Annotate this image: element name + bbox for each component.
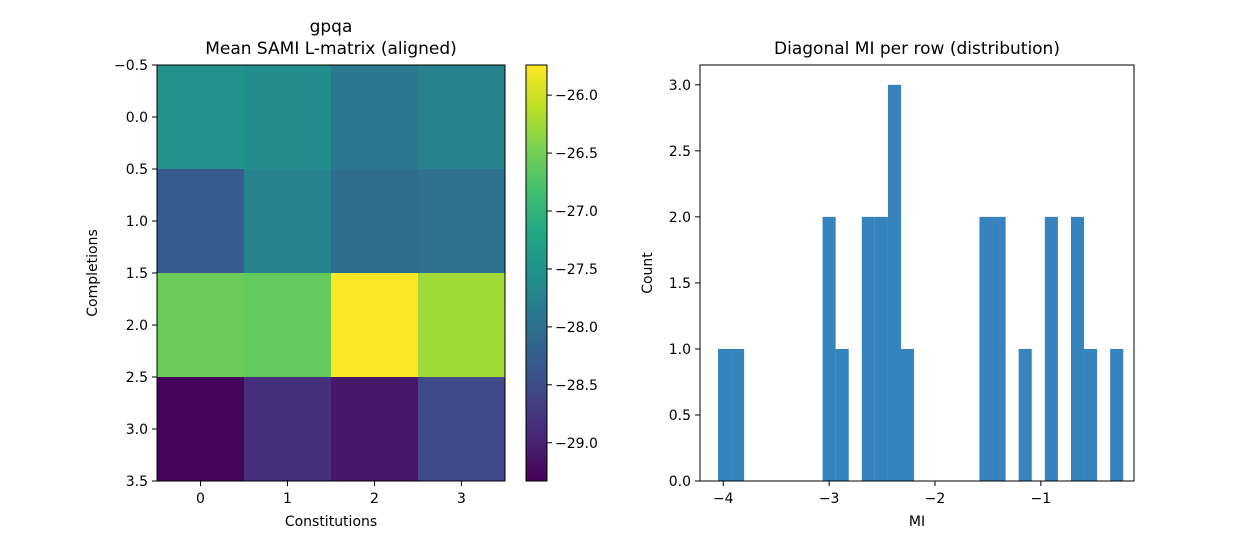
- histogram-bar: [992, 216, 1006, 481]
- heatmap-cell: [244, 169, 332, 274]
- y-tick-label: 0.0: [669, 474, 691, 490]
- y-tick-label: 0.5: [126, 162, 148, 178]
- histogram-frame: [699, 64, 1135, 482]
- heatmap-cell: [418, 377, 506, 482]
- histogram-bar: [979, 216, 993, 481]
- heatmap-title: gpqa: [310, 17, 353, 37]
- histogram-bar: [731, 348, 745, 481]
- x-tick-label: 0: [196, 491, 205, 507]
- heatmap-y-axis: −0.5 0.0 0.5 1.0 1.5 2.0 2.5 3.0 3.5: [114, 58, 157, 490]
- heatmap-subtitle: Mean SAMI L-matrix (aligned): [205, 39, 457, 59]
- heatmap-chart: gpqa Mean SAMI L-matrix (aligned) 0 1 2 3 −…: [85, 17, 506, 530]
- y-tick-label: 1.0: [126, 214, 148, 230]
- y-tick-label: 3.0: [126, 422, 148, 438]
- colorbar-tick-label: −26.0: [555, 88, 598, 104]
- heatmap-cell: [244, 273, 332, 378]
- histogram-bar: [861, 216, 875, 481]
- histogram-bar: [874, 216, 888, 481]
- y-tick-label: 3.0: [669, 78, 691, 94]
- histogram-bar: [1070, 216, 1085, 481]
- colorbar-tick-label: −28.5: [555, 378, 598, 394]
- histogram-bar: [835, 348, 849, 481]
- x-tick-label: −4: [713, 491, 734, 507]
- colorbar-tick-label: −27.0: [555, 204, 598, 220]
- x-tick-label: −2: [925, 491, 946, 507]
- colorbar-gradient: [526, 65, 547, 481]
- heatmap-cell: [418, 169, 506, 274]
- colorbar-tick-label: −27.5: [555, 262, 598, 278]
- histogram-bar: [717, 348, 732, 481]
- histogram-bar: [1044, 216, 1058, 481]
- heatmap-cell: [157, 377, 245, 482]
- y-tick-label: 2.0: [669, 210, 691, 226]
- colorbar-tick-label: −28.0: [555, 320, 598, 336]
- colorbar-tick-label: −29.0: [555, 436, 598, 452]
- histogram-bars: [717, 84, 1124, 482]
- colorbar-tick-label: −26.5: [555, 146, 598, 162]
- x-tick-label: 2: [370, 491, 379, 507]
- colorbar-ticks: −26.0 −26.5 −27.0 −27.5 −28.0 −28.5 −29.0: [547, 88, 598, 452]
- heatmap-cell: [244, 65, 332, 170]
- x-tick-label: 3: [457, 491, 466, 507]
- heatmap-cell: [418, 273, 506, 378]
- y-tick-label: 2.5: [126, 370, 148, 386]
- y-tick-label: 2.5: [669, 144, 691, 160]
- heatmap-x-label: Constitutions: [285, 514, 377, 530]
- colorbar: −26.0 −26.5 −27.0 −27.5 −28.0 −28.5 −29.0: [525, 64, 598, 482]
- colorbar-frame: [525, 64, 548, 482]
- histogram-bar: [1018, 348, 1032, 481]
- histogram-x-axis: −4 −3 −2 −1: [713, 481, 1051, 507]
- heatmap-cell: [331, 65, 419, 170]
- heatmap-cell: [331, 169, 419, 274]
- heatmap-cell: [157, 169, 245, 274]
- heatmap-cell: [331, 273, 419, 378]
- y-tick-label: 2.0: [126, 318, 148, 334]
- heatmap-cell: [331, 377, 419, 482]
- y-tick-label: 3.5: [126, 474, 148, 490]
- heatmap-cell: [244, 377, 332, 482]
- histogram-bar: [901, 348, 915, 481]
- heatmap-cell: [157, 273, 245, 378]
- histogram-bar: [822, 216, 836, 481]
- y-tick-label: 1.0: [669, 342, 691, 358]
- y-tick-label: 1.5: [669, 276, 691, 292]
- histogram-title: Diagonal MI per row (distribution): [774, 39, 1060, 59]
- heatmap-cells: [157, 65, 506, 482]
- y-tick-label: 0.5: [669, 408, 691, 424]
- histogram-x-label: MI: [909, 514, 925, 530]
- y-tick-label: 1.5: [126, 266, 148, 282]
- x-tick-label: −3: [819, 491, 840, 507]
- heatmap-cell: [418, 65, 506, 170]
- histogram-y-label: Count: [640, 252, 656, 294]
- histogram-bar: [1084, 348, 1098, 481]
- heatmap-y-label: Completions: [85, 229, 101, 316]
- histogram-bar: [1110, 348, 1124, 481]
- y-tick-label: −0.5: [114, 58, 148, 74]
- y-tick-label: 0.0: [126, 110, 148, 126]
- x-tick-label: 1: [283, 491, 292, 507]
- heatmap-cell: [157, 65, 245, 170]
- x-tick-label: −1: [1031, 491, 1052, 507]
- histogram-y-axis: 0.0 0.5 1.0 1.5 2.0 2.5 3.0: [669, 78, 700, 490]
- heatmap-x-axis: 0 1 2 3: [196, 481, 466, 507]
- histogram-chart: Diagonal MI per row (distribution) −4 −3−…: [640, 39, 1135, 530]
- histogram-bar: [887, 84, 902, 482]
